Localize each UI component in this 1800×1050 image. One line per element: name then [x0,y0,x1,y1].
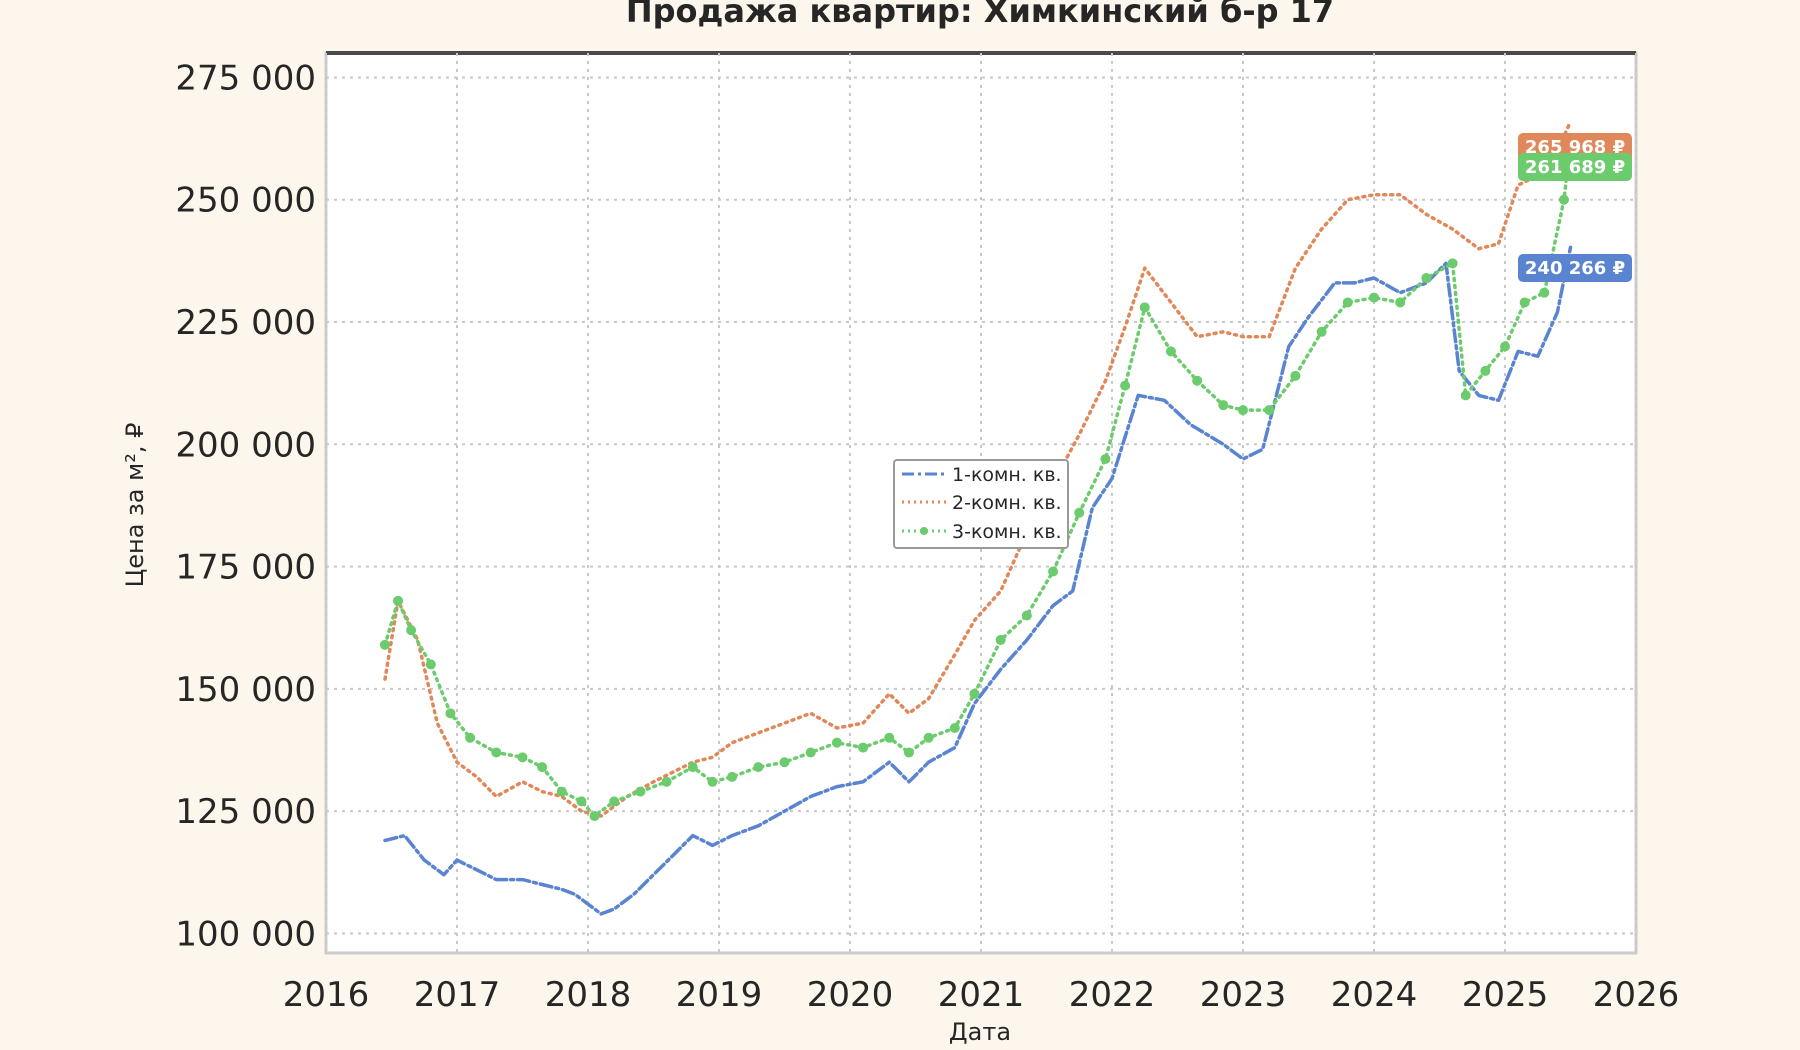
legend-marker-3room [920,527,928,535]
series-point-3room [1460,390,1471,401]
series-point-3room [727,771,738,782]
series-point-3room [1519,297,1530,308]
y-tick-label: 275 000 [175,58,316,98]
x-tick-label: 2023 [1200,975,1287,1015]
series-point-3room [949,723,960,733]
series-point-3room [661,776,672,787]
series-point-3room [884,732,895,743]
series-point-3room [1048,566,1059,577]
series-point-3room [858,742,869,753]
series-point-3room [1192,375,1203,386]
series-point-3room [969,688,980,699]
series-point-3room [1316,326,1327,337]
legend-label-3room: 3-комн. кв. [952,521,1062,543]
series-point-3room [903,747,914,758]
badge-3room-box [1518,153,1632,181]
chart-title: Продажа квартир: Химкинский б-р 17 [626,0,1334,30]
badge-1room-box [1518,254,1632,282]
series-point-3room [779,757,790,768]
series-point-3room [1290,370,1301,381]
series-point-3room [576,796,587,807]
series-point-3room [1500,341,1510,352]
series-point-3room [1238,405,1248,416]
x-tick-label: 2025 [1462,975,1549,1015]
series-point-3room [1120,380,1131,391]
series-point-3room [465,732,476,743]
series-point-3room [406,625,417,636]
series-point-3room [1369,292,1379,303]
series-point-3room [1447,258,1458,269]
legend-label-1room: 1-комн. кв. [952,464,1062,486]
series-point-3room [635,786,646,797]
series-line-3room [383,140,1573,818]
series-point-3room [831,737,842,748]
series-point-3room [707,776,718,787]
series-point-3room [1021,610,1032,621]
series-point-3room [556,786,567,797]
legend[interactable]: 1-комн. кв. 2-комн. кв. 3-комн. кв. [893,459,1069,549]
y-tick-label: 125 000 [175,792,316,832]
series-point-3room [491,747,502,758]
y-tick-label: 175 000 [175,548,316,588]
series-point-3room [1342,297,1353,308]
series-point-3room [753,762,764,773]
last-value-badges: 265 968 ₽261 689 ₽ 240 266 ₽ [1518,133,1632,282]
series-point-3room [589,811,600,822]
series-line-2room [383,119,1573,818]
series-point-3room [609,796,620,807]
series-point-3room [537,762,548,773]
x-tick-label: 2018 [545,975,632,1015]
badge-2room-label: 265 968 ₽ [1525,137,1625,158]
series-point-3room [1074,507,1085,518]
series-point-3room [1421,273,1432,283]
y-axis-ticks: 100 000 125 000 150 000 175 000 200 000 225 0… [175,58,316,954]
series-point-3room [1139,302,1150,313]
series-point-3room [1165,346,1176,357]
series-point-3room [1264,405,1275,416]
badge-1room-label: 240 266 ₽ [1525,258,1625,279]
series-point-3room [687,762,698,773]
series-point-3room [923,732,934,743]
y-axis-title: Цена за м², ₽ [121,423,149,588]
legend-label-2room: 2-комн. кв. [952,492,1062,514]
x-axis-title: Дата [949,1018,1011,1046]
series-point-3room [425,659,436,670]
series-point-3room [1100,453,1111,464]
x-tick-label: 2026 [1593,975,1680,1015]
series-point-3room [1558,194,1569,205]
series-point-3room [379,639,390,650]
x-tick-label: 2022 [1069,975,1156,1015]
x-tick-label: 2024 [1331,975,1418,1015]
x-axis-ticks: 2016 2017 2018 2019 2020 2021 2022 2023 2024 2025… [283,975,1680,1015]
x-tick-label: 2019 [676,975,763,1015]
x-tick-label: 2017 [414,975,501,1015]
series-point-3room [445,708,456,719]
series-point-3room [995,634,1006,645]
y-tick-label: 200 000 [175,425,316,465]
series-point-3room [1539,287,1550,298]
legend-box [893,459,1069,549]
x-tick-label: 2021 [938,975,1025,1015]
x-tick-label: 2020 [807,975,894,1015]
series-point-3room [517,752,528,763]
series-point-3room [1395,297,1406,308]
y-tick-label: 225 000 [175,303,316,343]
y-tick-label: 150 000 [175,670,316,710]
series-point-3room [1218,400,1229,411]
series-point-3room [805,747,816,758]
badge-3room-label: 261 689 ₽ [1525,157,1625,178]
series-point-3room [393,595,404,606]
x-tick-label: 2016 [283,975,370,1015]
y-tick-label: 100 000 [175,914,316,954]
y-tick-label: 250 000 [175,181,316,221]
series-layer [379,119,1576,916]
series-point-3room [1480,365,1491,376]
series-line-1room [383,245,1573,916]
